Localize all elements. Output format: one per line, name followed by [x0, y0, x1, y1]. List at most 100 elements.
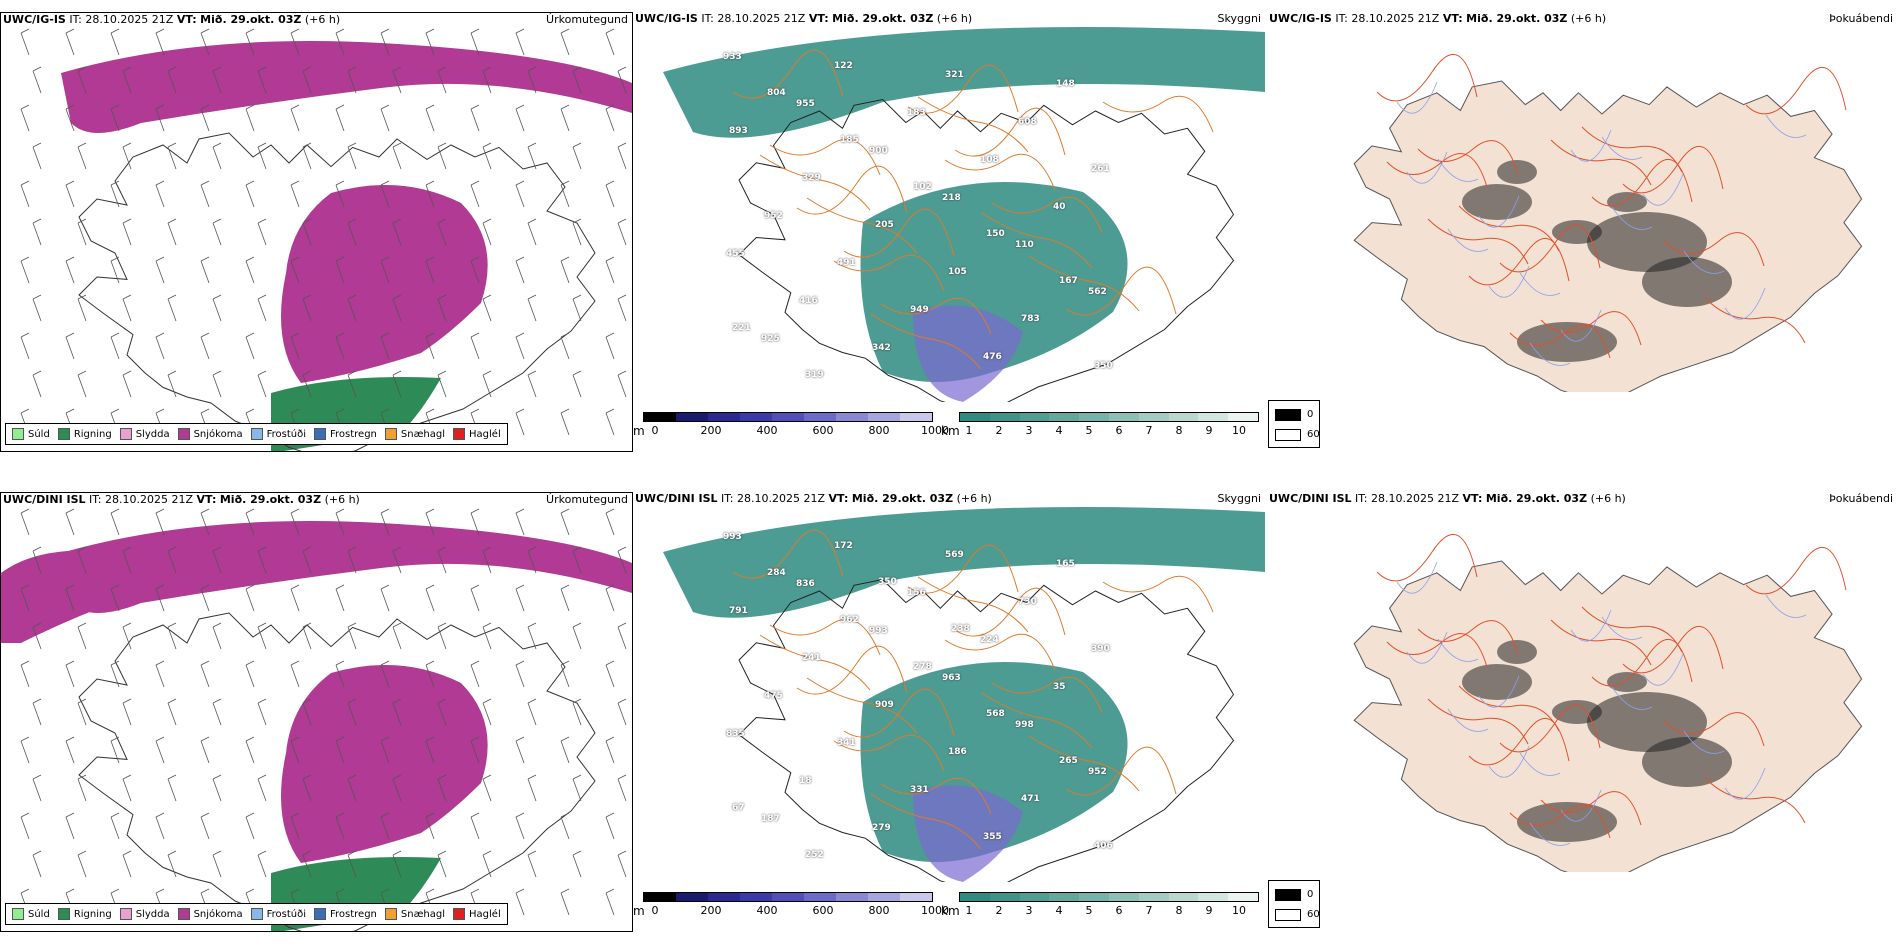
panel-title: Úrkomutegund: [546, 13, 628, 26]
fog-map: [1353, 53, 1863, 392]
visibility-value-label: 952: [764, 211, 783, 221]
colorbar-tick: 3: [1025, 904, 1033, 917]
legend-swatch: [177, 908, 190, 920]
visibility-value-label: 218: [942, 193, 961, 203]
colorbar-tick: 1000: [921, 424, 949, 437]
visibility-value-label: 562: [1088, 287, 1107, 297]
legend-item: Frostúði: [250, 908, 306, 920]
issue-time: 28.10.2025 21Z: [1351, 12, 1440, 25]
legend-label: Slydda: [135, 428, 170, 440]
visibility-value-label: 35: [1053, 682, 1066, 692]
lead-time: (+6 h): [304, 13, 341, 26]
fog-swatch-low: [1275, 909, 1301, 921]
colorbar-tick: 800: [868, 424, 890, 437]
legend-label: Frostúði: [266, 428, 306, 440]
colorbar-km-bar: [959, 892, 1259, 902]
colorbar-km-unit: km: [941, 904, 960, 918]
issue-time: 28.10.2025 21Z: [105, 493, 194, 506]
model-name: UWC/IG-IS: [635, 12, 698, 25]
colorbar-tick: 1: [965, 904, 973, 917]
valid-time: Mið. 29.okt. 03Z: [1485, 492, 1588, 505]
fog-label-low: 60: [1307, 429, 1320, 440]
visibility-value-label: 390: [1091, 644, 1110, 654]
legend-label: Snjókoma: [193, 908, 243, 920]
precip-legend: Súld Rigning Slydda Snjókoma Frostúði Frostre…: [5, 903, 508, 925]
legend-swatch: [453, 428, 466, 440]
visibility-value-label: 187: [761, 814, 780, 824]
visibility-value-label: 963: [942, 673, 961, 683]
fog-label-high: 0: [1307, 889, 1314, 900]
visibility-map: [663, 507, 1265, 882]
lead-time: (+6 h): [1570, 12, 1607, 25]
fog-swatch-high: [1275, 409, 1301, 421]
valid-time: Mið. 29.okt. 03Z: [832, 12, 934, 25]
vt-label: VT:: [176, 13, 197, 26]
it-label: IT:: [1355, 492, 1368, 505]
visibility-value-label: 350: [878, 577, 897, 587]
model-name: UWC/IG-IS: [3, 13, 66, 26]
colorbar-tick: 10: [1232, 424, 1246, 437]
colorbar-tick: 9: [1205, 424, 1213, 437]
legend-item: Snæhagl: [384, 428, 445, 440]
visibility-value-label: 836: [796, 579, 815, 589]
legend-item: Haglél: [453, 428, 501, 440]
visibility-value-label: 893: [729, 126, 748, 136]
visibility-value-label: 102: [913, 182, 932, 192]
visibility-value-label: 122: [834, 61, 853, 71]
valid-time: Mið. 29.okt. 03Z: [219, 493, 322, 506]
fog-index-legend: 0 60: [1268, 880, 1320, 928]
visibility-value-label: 278: [913, 662, 932, 672]
colorbar-tick: 8: [1175, 424, 1183, 437]
colorbar-tick: 5: [1085, 424, 1093, 437]
colorbar-tick: 4: [1055, 904, 1063, 917]
precip-type-panel: UWC/IG-IS IT: 28.10.2025 21Z VT: Mið. 29…: [0, 12, 633, 452]
legend-item: Frostúði: [250, 428, 306, 440]
colorbar-tick: 400: [756, 424, 778, 437]
visibility-value-label: 471: [1021, 794, 1040, 804]
visibility-value-label: 933: [723, 52, 742, 62]
visibility-value-label: 108: [980, 155, 999, 165]
legend-swatch: [314, 428, 326, 440]
panel-header: UWC/DINI ISL IT: 28.10.2025 21Z VT: Mið.…: [635, 492, 992, 505]
visibility-value-label: 993: [869, 626, 888, 636]
visibility-value-label: 205: [875, 220, 894, 230]
visibility-map: [663, 27, 1265, 402]
visibility-value-label: 185: [840, 135, 859, 145]
colorbar-tick: 7: [1145, 424, 1153, 437]
colorbar-tick: 9: [1205, 904, 1213, 917]
legend-item: Rigning: [57, 428, 112, 440]
colorbar-tick: 2: [995, 424, 1003, 437]
legend-swatch: [453, 908, 466, 920]
legend-label: Snæhagl: [400, 908, 446, 920]
visibility-value-label: 455: [726, 249, 745, 259]
visibility-value-label: 925: [761, 334, 780, 344]
legend-swatch: [250, 428, 263, 440]
legend-swatch: [250, 908, 263, 920]
colorbar-tick: 1000: [921, 904, 949, 917]
colorbar-tick: 8: [1175, 904, 1183, 917]
legend-item: Slydda: [119, 428, 170, 440]
panel-header: UWC/IG-IS IT: 28.10.2025 21Z VT: Mið. 29…: [1269, 12, 1606, 25]
precip-map: [20, 28, 632, 451]
panel-title: Úrkomutegund: [546, 493, 628, 506]
visibility-value-label: 156: [907, 588, 926, 598]
legend-item: Snjókoma: [177, 428, 243, 440]
visibility-value-label: 476: [983, 352, 1002, 362]
visibility-value-label: 952: [1088, 767, 1107, 777]
legend-item: Frostregn: [314, 428, 377, 440]
issue-time: 28.10.2025 21Z: [737, 492, 826, 505]
vt-label: VT:: [828, 492, 849, 505]
fog-swatch-high: [1275, 889, 1301, 901]
colorbar-tick: 5: [1085, 904, 1093, 917]
it-label: IT:: [69, 13, 82, 26]
colorbar-tick: 3: [1025, 424, 1033, 437]
legend-label: Rigning: [73, 908, 112, 920]
colorbar-tick: 7: [1145, 904, 1153, 917]
visibility-value-label: 608: [1018, 117, 1037, 127]
visibility-value-label: 955: [796, 99, 815, 109]
visibility-value-label: 67: [732, 803, 745, 813]
visibility-value-label: 110: [1015, 240, 1034, 250]
precip-legend: Súld Rigning Slydda Snjókoma Frostúði Frostre…: [5, 423, 508, 445]
colorbar-tick: 0: [651, 904, 659, 917]
visibility-value-label: 238: [951, 624, 970, 634]
